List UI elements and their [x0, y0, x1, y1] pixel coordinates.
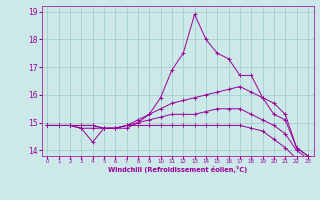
X-axis label: Windchill (Refroidissement éolien,°C): Windchill (Refroidissement éolien,°C): [108, 166, 247, 173]
